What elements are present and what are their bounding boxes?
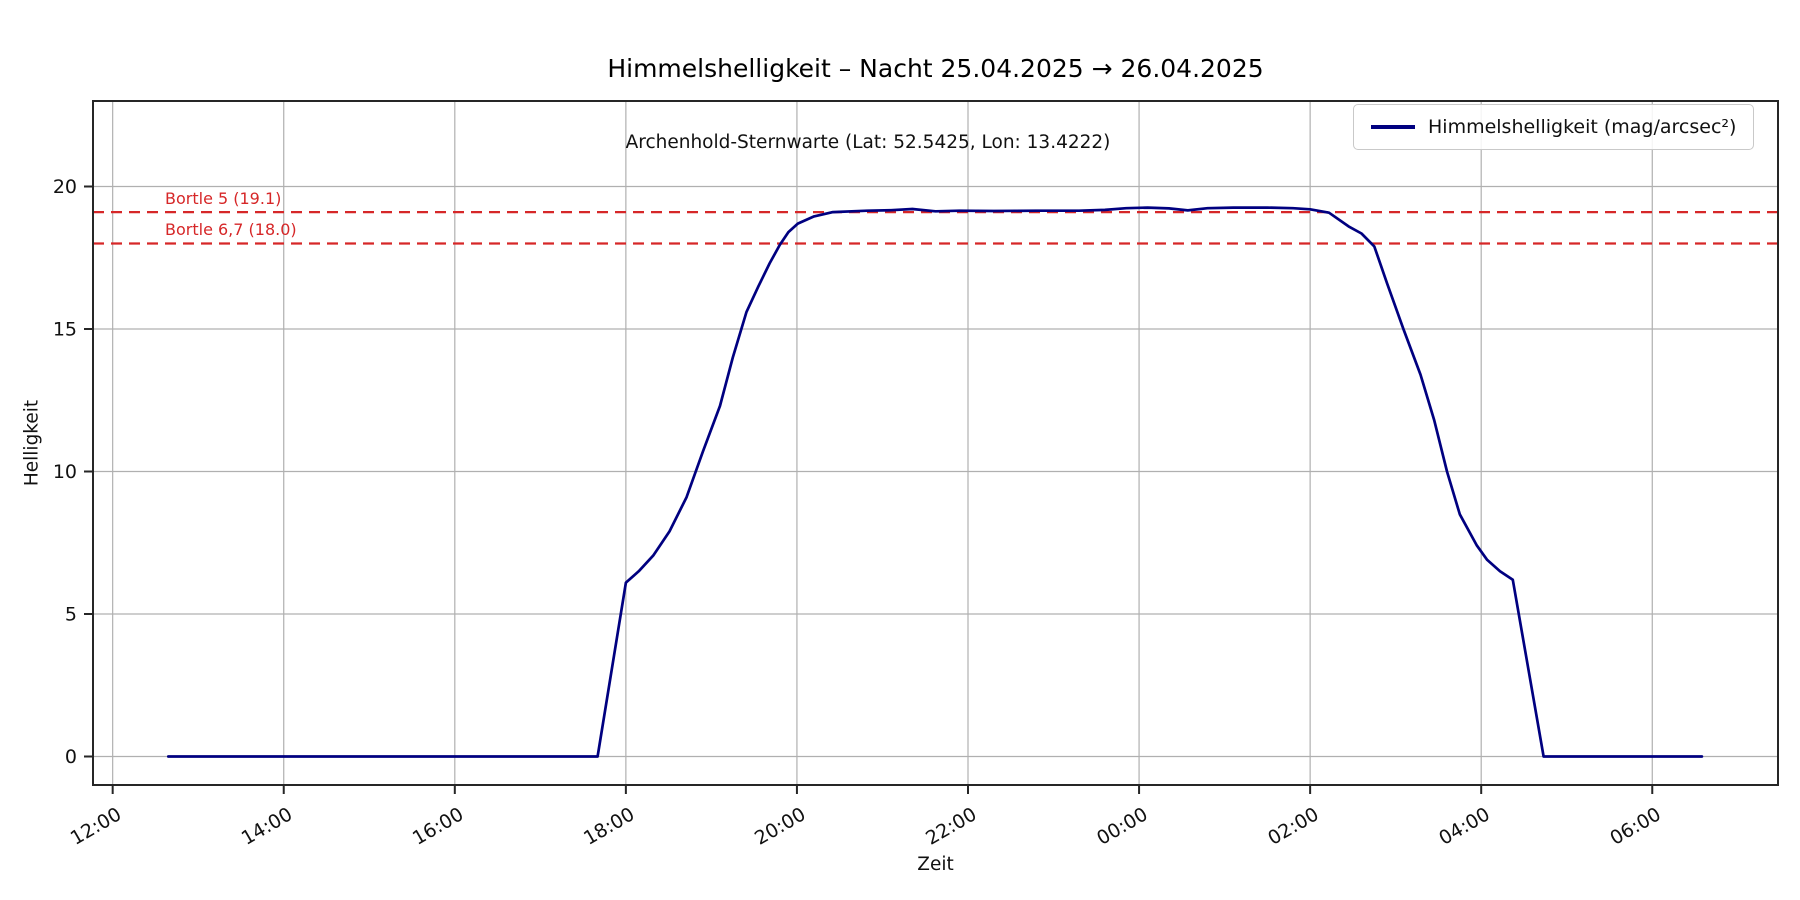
y-tick-label: 5	[65, 604, 77, 626]
x-tick-label: 18:00	[580, 803, 638, 849]
y-tick-label: 15	[53, 319, 77, 341]
legend-line-sample	[1371, 125, 1415, 129]
y-tick-label: 10	[53, 461, 77, 483]
chart-title: Himmelshelligkeit – Nacht 25.04.2025 → 2…	[607, 54, 1264, 83]
x-tick-label: 02:00	[1264, 803, 1322, 849]
x-tick-label: 16:00	[409, 803, 467, 849]
chart-subtitle: Archenhold-Sternwarte (Lat: 52.5425, Lon…	[625, 132, 1111, 153]
legend-label: Himmelshelligkeit (mag/arcsec²)	[1428, 116, 1737, 138]
plot-border	[92, 100, 1779, 786]
x-axis-title: Zeit	[917, 854, 954, 875]
y-axis-title: Helligkeit	[21, 399, 43, 487]
threshold-label-bortle-6-7: Bortle 6,7 (18.0)	[165, 220, 297, 239]
x-tick-label: 22:00	[922, 803, 980, 849]
x-tick-label: 04:00	[1435, 803, 1493, 849]
x-tick-label: 06:00	[1606, 803, 1664, 849]
threshold-label-bortle-5: Bortle 5 (19.1)	[165, 189, 282, 208]
legend: Himmelshelligkeit (mag/arcsec²)	[1353, 104, 1755, 150]
x-tick-label: 14:00	[238, 803, 296, 849]
x-tick-label: 12:00	[67, 803, 125, 849]
x-tick-label: 20:00	[751, 803, 809, 849]
y-tick-label: 0	[65, 746, 77, 768]
y-tick-label: 20	[53, 176, 77, 198]
data-line	[166, 206, 1704, 758]
x-tick-label: 00:00	[1093, 803, 1151, 849]
